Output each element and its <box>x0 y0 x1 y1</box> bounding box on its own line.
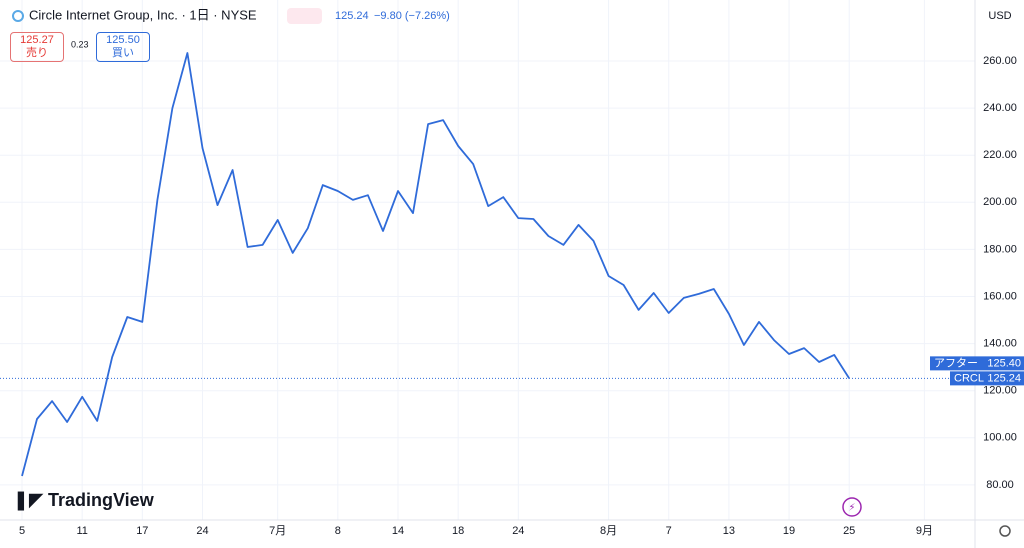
x-tick-label: 7月 <box>269 525 286 537</box>
x-tick-label: 19 <box>783 525 795 537</box>
x-tick-label: 24 <box>512 525 524 537</box>
ask-label: 買い <box>112 47 134 59</box>
y-tick-label: 200.00 <box>983 196 1017 208</box>
price-line <box>21 52 850 477</box>
after-tag <box>930 356 1024 371</box>
x-tick-label: 25 <box>843 525 855 537</box>
x-tick-label: 5 <box>19 525 25 537</box>
symbol-icon <box>12 10 24 22</box>
bid-label: 売り <box>26 47 48 59</box>
y-tick-label: 120.00 <box>983 385 1017 397</box>
sell-button[interactable]: 125.27 売り <box>10 32 64 62</box>
settings-icon[interactable] <box>999 525 1011 537</box>
x-tick-label: 13 <box>723 525 735 537</box>
y-tick-label: 220.00 <box>983 149 1017 161</box>
y-tick-label: 240.00 <box>983 102 1017 114</box>
y-tick-label: 260.00 <box>983 55 1017 67</box>
chart-title: Circle Internet Group, Inc. · 1日 · NYSE <box>29 7 257 22</box>
x-tick-label: 8 <box>335 525 341 537</box>
grid <box>0 0 975 520</box>
x-tick-label: 8月 <box>600 525 617 537</box>
y-tick-label: 100.00 <box>983 432 1017 444</box>
price: 125.24 <box>335 10 369 22</box>
x-tick-label: 24 <box>196 525 208 537</box>
currency[interactable]: USD <box>988 10 1011 22</box>
spread: 0.23 <box>71 39 89 49</box>
ask: 125.50 <box>106 34 140 46</box>
last-tag <box>950 371 1024 386</box>
y-tick-label: 180.00 <box>983 243 1017 255</box>
x-tick-label: 17 <box>136 525 148 537</box>
x-tick-label: 7 <box>666 525 672 537</box>
last-label: 125.24 <box>987 372 1021 384</box>
buy-button[interactable]: 125.50 買い <box>96 32 150 62</box>
y-tick-label: 160.00 <box>983 290 1017 302</box>
logo: ❚◤ <box>13 490 44 511</box>
status-badge[interactable] <box>287 8 322 24</box>
after-value: 125.40 <box>987 357 1021 369</box>
logo-text: TradingView <box>48 490 155 510</box>
y-tick-label: 140.00 <box>983 338 1017 350</box>
bid: 125.27 <box>20 34 54 46</box>
x-tick-label: 11 <box>76 525 87 537</box>
x-tick-label: 9月 <box>916 525 933 537</box>
symbol: CRCL <box>954 372 984 384</box>
event-icon[interactable]: ⚡ <box>848 503 855 514</box>
y-tick-label: 80.00 <box>986 479 1014 491</box>
event-icon[interactable] <box>842 497 862 517</box>
after-label: アフター <box>934 356 978 369</box>
x-tick-label: 18 <box>452 525 464 537</box>
change: −9.80 (−7.26%) <box>374 10 450 22</box>
x-tick-label: 14 <box>392 525 404 537</box>
